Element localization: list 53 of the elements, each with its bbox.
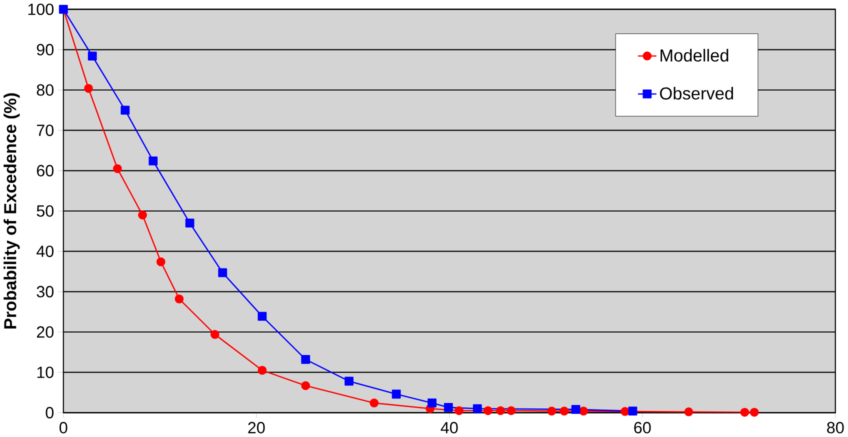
point [740, 408, 750, 417]
point [113, 164, 122, 174]
legend-label: Observed [660, 86, 734, 100]
point [138, 210, 147, 220]
point [620, 407, 630, 416]
point [472, 404, 482, 414]
point [210, 330, 220, 339]
x-tick-label: 20 [248, 422, 265, 434]
point [88, 52, 97, 61]
point [218, 268, 228, 278]
point [484, 406, 492, 416]
point [684, 407, 694, 416]
point [185, 218, 194, 228]
point [301, 381, 310, 390]
x-tick-label: 0 [60, 422, 68, 434]
point [571, 405, 580, 414]
y-tick-label: 40 [36, 246, 54, 258]
y-axis-title: Probability of Excedence (%) [4, 93, 20, 328]
x-tick-label: 80 [827, 422, 844, 434]
point [560, 406, 569, 416]
y-tick-label: 50 [36, 205, 54, 217]
point [506, 406, 516, 416]
point [301, 354, 310, 364]
point [156, 257, 166, 266]
legend-label: Modelled [660, 48, 728, 62]
x-tick-label: 60 [634, 422, 651, 434]
point [496, 406, 505, 416]
point [392, 390, 401, 399]
point [428, 398, 436, 408]
point [370, 398, 379, 408]
y-tick-label: 30 [36, 286, 54, 298]
point [579, 406, 588, 416]
point [120, 106, 130, 115]
y-tick-label: 60 [36, 164, 54, 176]
point [628, 406, 638, 416]
point [454, 406, 464, 416]
y-tick-label: 90 [36, 44, 54, 56]
y-tick-label: 70 [36, 124, 54, 136]
point [444, 402, 453, 412]
point [750, 408, 759, 417]
point [258, 366, 267, 375]
y-tick-label: 20 [36, 326, 54, 338]
point [148, 156, 158, 166]
point [344, 376, 354, 386]
point [84, 84, 93, 93]
x-tick-label: 40 [440, 422, 458, 434]
y-tick-label: 80 [36, 84, 54, 96]
point [258, 312, 267, 321]
y-tick-label: 10 [37, 366, 54, 378]
y-tick-label: 100 [28, 4, 54, 16]
point [174, 294, 184, 304]
y-tick-label: 0 [46, 406, 54, 418]
point [547, 406, 556, 416]
